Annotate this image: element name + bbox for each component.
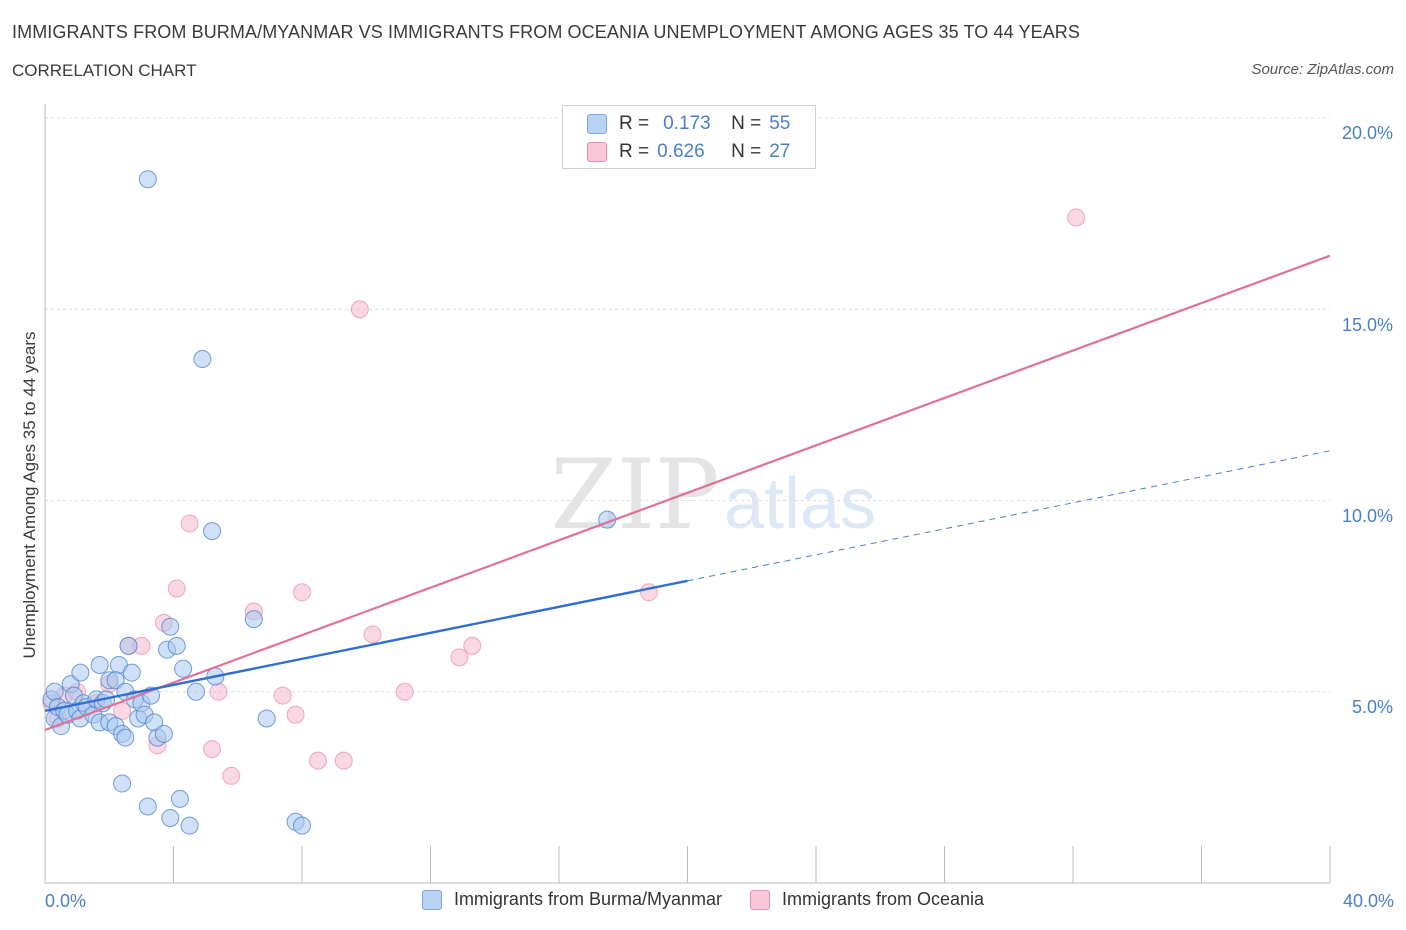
y-axis-label: Unemployment Among Ages 35 to 44 years: [20, 331, 39, 659]
burma-point: [122, 663, 141, 682]
burma-point: [119, 636, 138, 655]
y-tick-label: 20.0%: [1341, 123, 1393, 143]
burma-trend-line: [44, 579, 688, 713]
legend-label-oceania: Immigrants from Oceania: [782, 889, 985, 909]
burma-point: [154, 724, 173, 743]
burma-point: [90, 655, 109, 674]
legend-swatch-pink: [750, 889, 770, 910]
burma-point: [71, 663, 90, 682]
oceania-point: [350, 300, 369, 319]
r-label: R =: [619, 141, 650, 162]
legend-row-oceania: R = 0.626 N = 27: [563, 139, 790, 165]
n-value: 55: [769, 113, 791, 134]
burma-point: [106, 671, 125, 690]
burma-point: [161, 808, 180, 827]
legend-swatch-blue: [421, 889, 442, 910]
oceania-point: [222, 766, 241, 785]
y-tick-label: 5.0%: [1351, 697, 1393, 717]
y-tick-label: 10.0%: [1341, 506, 1393, 526]
correlation-legend: R = 0.173 N = 55 R = 0.626 N = 27: [562, 105, 816, 169]
oceania-point: [1067, 208, 1086, 227]
x-tick-label: 40.0%: [1342, 891, 1394, 911]
burma-point: [193, 349, 212, 368]
r-value: 0.626: [657, 141, 705, 162]
burma-point: [167, 636, 186, 655]
oceania-point: [203, 740, 222, 759]
legend-row-burma: R = 0.173 N = 55: [563, 111, 790, 137]
burma-point: [257, 709, 276, 728]
series-legend: Immigrants from Burma/Myanmar Immigrants…: [0, 889, 1406, 910]
oceania-point: [334, 751, 353, 770]
oceania-point: [180, 514, 199, 533]
n-label: N =: [731, 141, 762, 162]
burma-point: [161, 617, 180, 636]
burma-point: [293, 816, 311, 835]
oceania-point: [273, 686, 292, 705]
burma-point: [174, 659, 193, 678]
oceania-point: [309, 751, 328, 770]
burma-point: [138, 797, 157, 816]
chart-subtitle: CORRELATION CHART: [12, 61, 197, 80]
legend-swatch-blue: [587, 114, 607, 134]
burma-point: [244, 610, 263, 629]
watermark-atlas: atlas: [724, 464, 876, 544]
oceania-point: [167, 579, 186, 598]
legend-swatch-pink: [587, 142, 607, 162]
burma-point: [113, 774, 132, 793]
series-burma: [42, 170, 617, 835]
legend-label-burma: Immigrants from Burma/Myanmar: [453, 889, 722, 909]
x-tick-label: 0.0%: [45, 891, 87, 911]
axes: [44, 104, 1331, 884]
oceania-point: [450, 648, 469, 667]
gridlines: [45, 117, 1330, 693]
r-value: 0.173: [663, 113, 711, 134]
burma-point: [203, 522, 222, 541]
oceania-point: [463, 636, 482, 655]
burma-point: [45, 682, 64, 701]
burma-point: [138, 170, 157, 189]
burma-point: [186, 682, 205, 701]
oceania-point: [209, 682, 228, 701]
oceania-point: [293, 583, 311, 602]
chart-title: IMMIGRANTS FROM BURMA/MYANMAR VS IMMIGRA…: [12, 22, 1081, 42]
watermark: ZIP atlas: [550, 439, 876, 551]
n-label: N =: [731, 113, 762, 134]
r-label: R =: [619, 113, 650, 134]
legend-item-oceania: Immigrants from Oceania: [750, 889, 984, 910]
n-value: 27: [769, 141, 791, 162]
trend-lines: [44, 254, 1331, 732]
oceania-point: [286, 705, 305, 724]
oceania-trend-line: [44, 254, 1331, 732]
burma-point: [170, 789, 189, 808]
y-tick-label: 15.0%: [1341, 315, 1393, 335]
burma-point: [180, 816, 199, 835]
oceania-point: [363, 625, 382, 644]
source-label: Source: ZipAtlas.com: [1251, 61, 1394, 78]
burma-point: [116, 728, 135, 747]
oceania-point: [395, 682, 414, 701]
legend-item-burma: Immigrants from Burma/Myanmar: [421, 889, 722, 910]
